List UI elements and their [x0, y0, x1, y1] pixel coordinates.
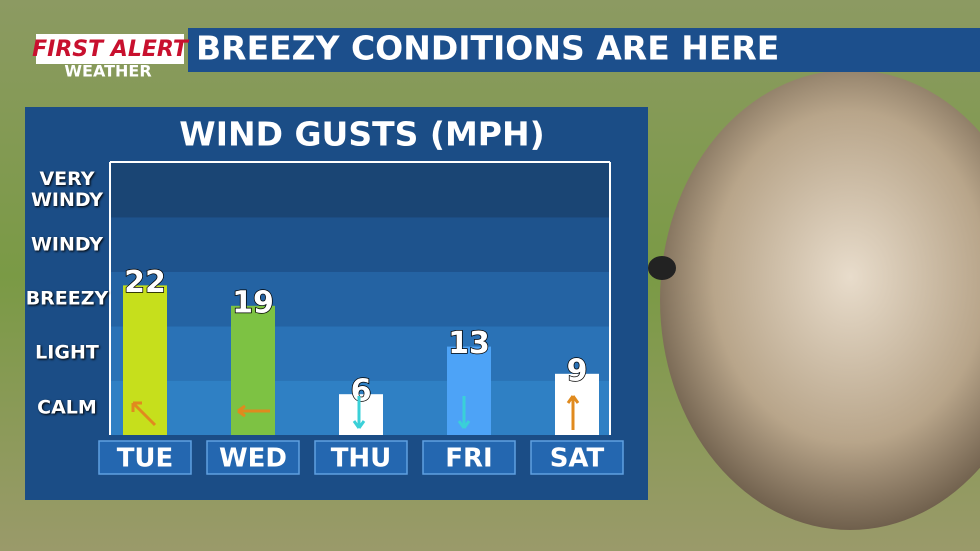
bar	[123, 285, 167, 435]
data-label: 13	[448, 326, 490, 361]
arrow	[566, 395, 580, 430]
category-box	[314, 440, 408, 475]
bar	[339, 394, 383, 435]
headline-bar	[188, 28, 980, 72]
y-tick-label: VERY WINDY	[30, 168, 104, 212]
x-tick-label: TUE	[117, 444, 174, 474]
category-box	[98, 440, 192, 475]
x-tick-label: FRI	[445, 444, 492, 474]
arrow	[352, 396, 366, 429]
band	[111, 163, 609, 218]
dog-photo	[660, 70, 980, 530]
x-tick-label: WED	[219, 444, 287, 474]
dog-nose	[648, 256, 676, 280]
y-tick-label: CALM	[37, 396, 97, 419]
x-tick-label: THU	[331, 444, 392, 474]
logo-box	[36, 34, 184, 64]
y-tick-label: BREEZY	[25, 287, 109, 310]
category-box	[530, 440, 624, 475]
y-tick-label: WINDY	[30, 233, 104, 256]
data-label: 9	[567, 353, 588, 388]
data-label: 19	[232, 285, 274, 320]
data-label: 22	[124, 265, 166, 300]
logo: FIRST ALERT	[32, 37, 190, 62]
bar	[555, 373, 599, 435]
y-tick-label: LIGHT	[35, 341, 99, 364]
wind-arrows	[131, 395, 580, 430]
band	[111, 271, 609, 327]
arrow	[131, 401, 157, 427]
band	[111, 217, 609, 272]
bar	[447, 346, 491, 435]
chart-title: WIND GUSTS (MPH)	[179, 115, 544, 154]
arrow	[457, 396, 471, 429]
headline: BREEZY CONDITIONS ARE HERE	[196, 29, 779, 68]
x-tick-label: SAT	[550, 444, 605, 474]
bar	[231, 305, 275, 435]
logo-sub: WEATHER	[64, 62, 151, 81]
arrow	[237, 404, 270, 418]
category-box	[422, 440, 516, 475]
category-box	[206, 440, 300, 475]
data-label: 6	[351, 374, 372, 409]
band	[111, 326, 609, 381]
